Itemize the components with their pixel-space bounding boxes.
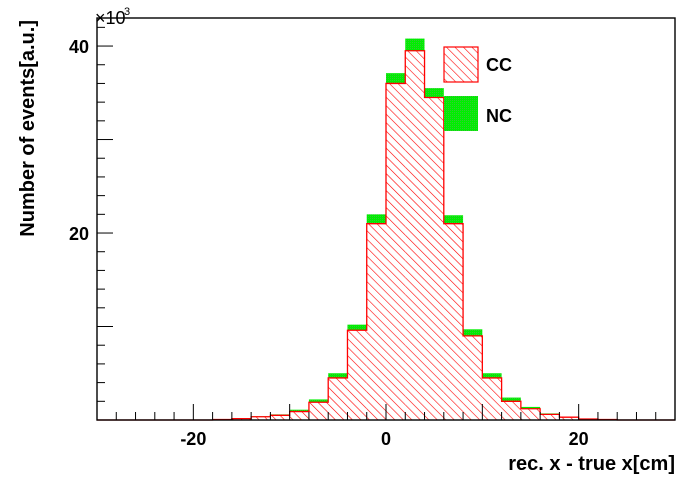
- axis-tick-labels: -20 0 20 20 40: [69, 37, 589, 449]
- x-tick-label: 0: [381, 429, 391, 449]
- cc-bar: [328, 377, 348, 420]
- cc-bar: [366, 223, 386, 420]
- cc-bar: [443, 223, 464, 420]
- cc-bar: [424, 97, 444, 420]
- cc-bar: [501, 401, 521, 420]
- nc-bar: [520, 406, 541, 409]
- nc-bar: [308, 399, 329, 403]
- nc-bar: [405, 38, 425, 51]
- x-axis-label: rec. x - true x[cm]: [508, 453, 675, 475]
- x-tick-label: 20: [569, 429, 589, 449]
- nc-bar: [289, 409, 309, 412]
- y-multiplier-exponent: 3: [124, 6, 130, 18]
- legend-swatch-cc: [443, 46, 479, 83]
- nc-bar: [366, 214, 386, 224]
- legend-label-nc: NC: [486, 106, 512, 126]
- nc-bar: [328, 373, 348, 378]
- legend: CC NC: [443, 46, 512, 131]
- x-tick-label: -20: [180, 429, 206, 449]
- nc-bar: [501, 397, 521, 402]
- cc-bar: [231, 418, 252, 420]
- cc-bar: [540, 414, 560, 420]
- cc-bar: [251, 416, 271, 420]
- histogram-bars: [212, 38, 618, 420]
- cc-bar: [270, 415, 290, 420]
- cc-bar: [289, 411, 309, 420]
- nc-bar: [463, 329, 483, 336]
- nc-bar: [443, 215, 464, 224]
- legend-label-cc: CC: [486, 55, 512, 75]
- nc-bar: [386, 73, 406, 84]
- nc-bar: [347, 324, 367, 331]
- legend-swatch-nc: [444, 96, 478, 131]
- y-tick-label: 20: [69, 224, 89, 244]
- cc-bar: [308, 402, 329, 420]
- cc-bar: [463, 335, 483, 420]
- cc-bar: [559, 417, 579, 420]
- cc-bar: [347, 330, 367, 420]
- cc-bar: [405, 50, 425, 420]
- cc-bar: [520, 408, 541, 420]
- y-axis-label: Number of events[a.u.]: [17, 20, 39, 237]
- nc-bar: [424, 88, 444, 98]
- nc-bar: [482, 373, 502, 378]
- y-multiplier-label: ×10: [95, 8, 126, 28]
- y-tick-label: 40: [69, 37, 89, 57]
- cc-bar: [482, 377, 502, 420]
- axis-ticks: [96, 26, 676, 421]
- cc-bar: [386, 83, 406, 420]
